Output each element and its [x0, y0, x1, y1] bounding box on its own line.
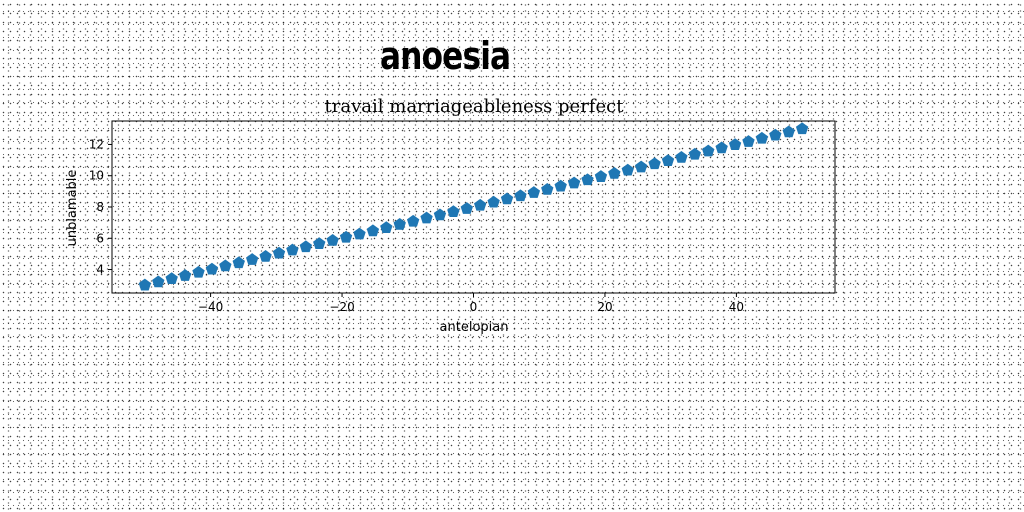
data-point: [286, 243, 299, 256]
data-point: [420, 211, 433, 224]
data-point: [742, 135, 755, 147]
y-axis-ticks: 4 6 8 10 12: [89, 137, 112, 277]
data-point: [661, 154, 675, 166]
data-point: [688, 147, 702, 160]
data-point: [219, 259, 232, 272]
data-point: [487, 195, 500, 208]
data-point: [581, 173, 594, 186]
data-point: [460, 202, 473, 214]
data-point: [474, 198, 487, 211]
y-axis-label: unblamable: [65, 170, 80, 247]
data-point: [205, 262, 219, 275]
x-axis-ticks: −40 −20 0 20 40: [198, 293, 744, 314]
data-point: [232, 256, 245, 269]
data-point: [152, 275, 165, 288]
data-point: [272, 246, 286, 259]
data-point: [675, 151, 688, 163]
x-axis-label: antelopian: [440, 320, 509, 335]
y-tick-label: 12: [89, 137, 104, 151]
data-point: [259, 249, 272, 262]
data-point: [554, 179, 567, 192]
data-point: [326, 234, 339, 246]
x-tick-label: 20: [597, 300, 612, 314]
data-point: [433, 208, 447, 221]
data-point: [795, 122, 809, 135]
data-point: [527, 186, 541, 198]
data-point: [728, 138, 742, 151]
data-point: [500, 192, 514, 205]
y-tick-label: 4: [96, 263, 104, 277]
y-tick-label: 10: [89, 169, 104, 183]
data-point: [702, 144, 715, 157]
data-point: [299, 240, 313, 253]
data-point: [353, 227, 366, 240]
data-point: [541, 182, 554, 195]
data-point: [192, 265, 205, 278]
data-point: [178, 269, 192, 281]
x-tick-label: 0: [470, 300, 478, 314]
data-point: [715, 141, 728, 154]
data-point: [782, 125, 795, 138]
data-point: [567, 176, 581, 189]
x-tick-label: −40: [198, 300, 223, 314]
data-point: [380, 221, 393, 233]
data-point: [608, 166, 621, 179]
x-tick-label: −20: [329, 300, 354, 314]
data-point: [313, 237, 326, 249]
data-point: [621, 163, 634, 176]
data-point: [648, 157, 661, 170]
data-point: [634, 160, 648, 173]
figure-title: anoesia: [380, 34, 511, 78]
data-point: [769, 128, 782, 141]
data-point: [755, 131, 769, 144]
data-point: [447, 205, 460, 218]
data-point: [594, 170, 608, 182]
data-point: [245, 253, 259, 265]
data-point: [393, 218, 406, 230]
x-tick-label: 40: [729, 300, 744, 314]
data-point: [165, 272, 178, 285]
data-point: [339, 230, 353, 243]
data-points: [138, 122, 809, 291]
y-tick-label: 8: [96, 200, 104, 214]
data-point: [138, 278, 152, 291]
data-point: [366, 224, 380, 237]
data-point: [514, 189, 527, 202]
data-point: [406, 214, 420, 227]
chart-title: travail marriageableness perfect: [325, 96, 625, 117]
y-tick-label: 6: [96, 231, 104, 245]
